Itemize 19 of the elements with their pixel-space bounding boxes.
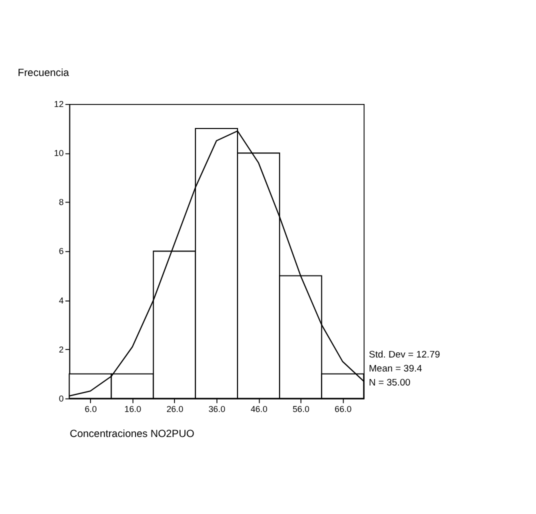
- y-tick-label: 2: [58, 344, 64, 354]
- y-tick-label: 0: [58, 393, 64, 404]
- text: Mean = 39.4: [368, 364, 423, 375]
- y-tick-label: 4: [58, 295, 64, 306]
- y-tick-label: 6: [58, 246, 64, 256]
- x-tick-label: 6.0: [84, 404, 97, 414]
- x-tick-label: 46.0: [250, 404, 268, 414]
- y-tick-label: 8: [58, 197, 64, 208]
- text: Std. Dev = 12.79: [368, 350, 440, 361]
- y-tick-label: 10: [54, 148, 64, 158]
- x-tick-label: 26.0: [166, 404, 184, 414]
- x-axis-title: Concentraciones NO2PUO: [70, 428, 194, 440]
- y-axis-title: Frecuencia: [18, 68, 70, 79]
- y-tick-label: 12: [54, 99, 64, 110]
- text: N = 35.00: [368, 377, 410, 388]
- x-tick-label: 16.0: [124, 404, 142, 414]
- x-tick-label: 36.0: [208, 404, 226, 414]
- x-tick-label: 56.0: [292, 404, 310, 414]
- x-tick-label: 66.0: [334, 404, 352, 414]
